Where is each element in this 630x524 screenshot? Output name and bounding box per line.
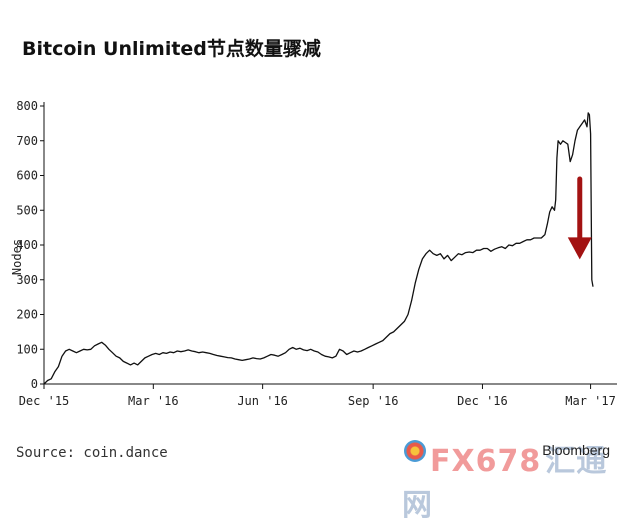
y-tick-label: 100 [16,342,38,356]
series-line [43,112,594,385]
x-tick-label: Dec '16 [457,394,508,408]
y-axis: 0 100 200 300 400 500 600 700 800 [16,99,45,391]
watermark-main: FX678 [430,444,542,479]
brand-label: Bloomberg [542,442,610,458]
y-tick-label: 0 [31,377,38,391]
line-chart: 0 100 200 300 400 500 600 700 800 Dec '15 Mar '16… [10,99,617,408]
x-tick-label: Sep '16 [348,394,399,408]
y-tick-label: 500 [16,203,38,217]
y-tick-label: 800 [16,99,38,113]
drop-arrow-head-icon [567,237,592,260]
x-tick-label: Dec '15 [19,394,70,408]
series-layer [43,112,594,385]
x-tick-label: Jun '16 [237,394,288,408]
x-tick-label: Mar '17 [565,394,616,408]
y-tick-label: 300 [16,273,38,287]
x-axis: Dec '15 Mar '16 Jun '16 Sep '16 Dec '16 Mar '… [19,383,617,408]
x-tick-label: Mar '16 [128,394,179,408]
y-tick-label: 700 [16,134,38,148]
y-tick-label: 400 [16,238,38,252]
source-note: Source: coin.dance [16,445,168,461]
watermark-logo-icon [404,440,426,462]
chart-title: Bitcoin Unlimited节点数量骤减 [22,38,321,60]
annotation-layer [567,176,592,260]
y-tick-label: 600 [16,169,38,183]
y-tick-label: 200 [16,308,38,322]
y-axis-label: Nodes [10,239,24,275]
